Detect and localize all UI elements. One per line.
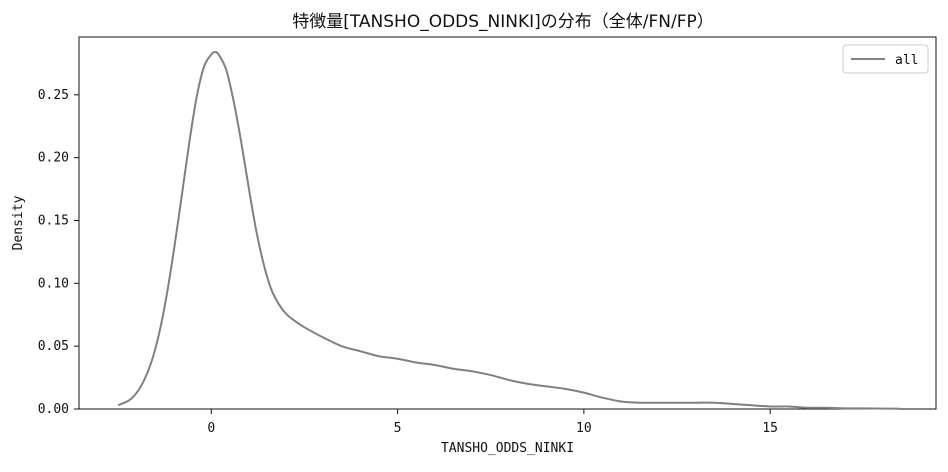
x-tick-label: 5: [394, 421, 402, 436]
x-tick-label: 10: [576, 421, 592, 436]
y-tick-label: 0.00: [38, 402, 69, 417]
y-tick-label: 0.10: [38, 276, 69, 291]
y-tick-label: 0.25: [38, 88, 69, 103]
plot-frame: [78, 36, 937, 410]
legend: all: [842, 44, 929, 74]
x-axis-label: TANSHO_ODDS_NINKI: [441, 441, 574, 456]
x-tick-label: 15: [762, 421, 778, 436]
chart-title: 特徴量[TANSHO_ODDS_NINKI]の分布（全体/FN/FP）: [292, 12, 714, 32]
legend-box: [842, 44, 929, 74]
y-tick-label: 0.15: [38, 213, 69, 228]
axis-ticks: 0 5 10 15 0.00 0.05 0.10 0.15 0.20 0.25: [38, 88, 778, 436]
series-layer: [117, 51, 901, 410]
legend-label-all: all: [895, 53, 918, 68]
y-tick-label: 0.20: [38, 151, 69, 166]
x-tick-label: 0: [207, 421, 215, 436]
series-line-all: [117, 51, 901, 410]
plot-area: [78, 36, 937, 410]
y-axis-label: Density: [11, 195, 26, 250]
y-tick-label: 0.05: [38, 339, 69, 354]
